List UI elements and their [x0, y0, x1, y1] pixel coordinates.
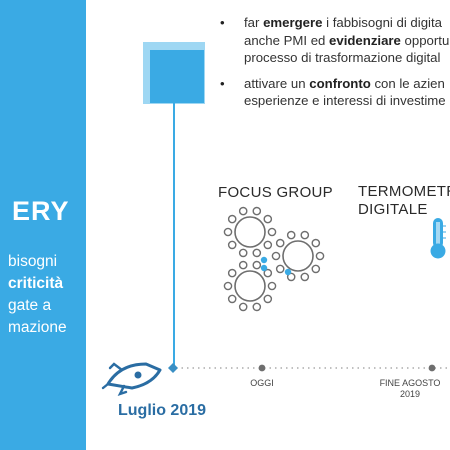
panel-text-line-1: bisogni — [8, 253, 58, 270]
fine-agosto-label-line2: 2019 — [399, 389, 421, 399]
decorative-square — [150, 50, 204, 103]
people-cluster — [223, 260, 277, 312]
bullet-text: processo di trasformazione digital — [244, 50, 441, 65]
bullet-emphasis: confronto — [309, 75, 371, 91]
objectives-bullet-list: far emergere i fabbisogni di digita anche… — [220, 14, 449, 118]
termometro-label-line2: DIGITALE — [358, 201, 428, 218]
timeline-vertical-connector — [173, 103, 175, 369]
bullet-emphasis: emergere — [263, 15, 323, 30]
focus-group-label: FOCUS GROUP — [218, 184, 333, 201]
panel-title: ERY — [12, 196, 70, 226]
bullet-item: far emergere i fabbisogni di digita anche… — [220, 14, 449, 67]
bullet-item: attivare un confronto con le azien esperi… — [220, 75, 449, 110]
termometro-label-line1: TERMOMETRO — [358, 183, 450, 200]
timeline-axis — [168, 363, 450, 373]
bullet-text: i fabbisogni di digita — [322, 15, 442, 30]
bullet-text: anche PMI ed — [244, 32, 330, 48]
fine-agosto-label-line1: FINE AGOSTO — [379, 378, 441, 388]
people-cluster — [223, 206, 277, 264]
oggi-label: OGGI — [250, 378, 274, 388]
timeline-marker-oggi — [258, 364, 266, 372]
bullet-text: con le azien — [370, 75, 445, 91]
left-blue-panel — [0, 0, 86, 450]
rocket-icon — [101, 362, 162, 397]
people-cluster — [271, 230, 325, 282]
people-circle-icon — [223, 206, 325, 312]
bullet-text: esperienze e interessi di investime — [244, 93, 446, 108]
bullet-text: opportu — [400, 32, 450, 48]
start-diamond-marker — [168, 363, 178, 373]
panel-text-line-4: mazione — [8, 319, 67, 336]
thermometer-icon — [430, 218, 446, 259]
panel-text-line-3: gate a — [8, 297, 52, 314]
panel-text-line-2: criticità — [8, 275, 64, 292]
timeline-marker-fine-agosto — [428, 364, 436, 372]
start-date-label: Luglio 2019 — [118, 402, 207, 419]
bullet-emphasis: evidenziare — [329, 32, 401, 48]
bullet-text: attivare un — [244, 75, 310, 91]
bullet-text: far — [244, 15, 264, 30]
